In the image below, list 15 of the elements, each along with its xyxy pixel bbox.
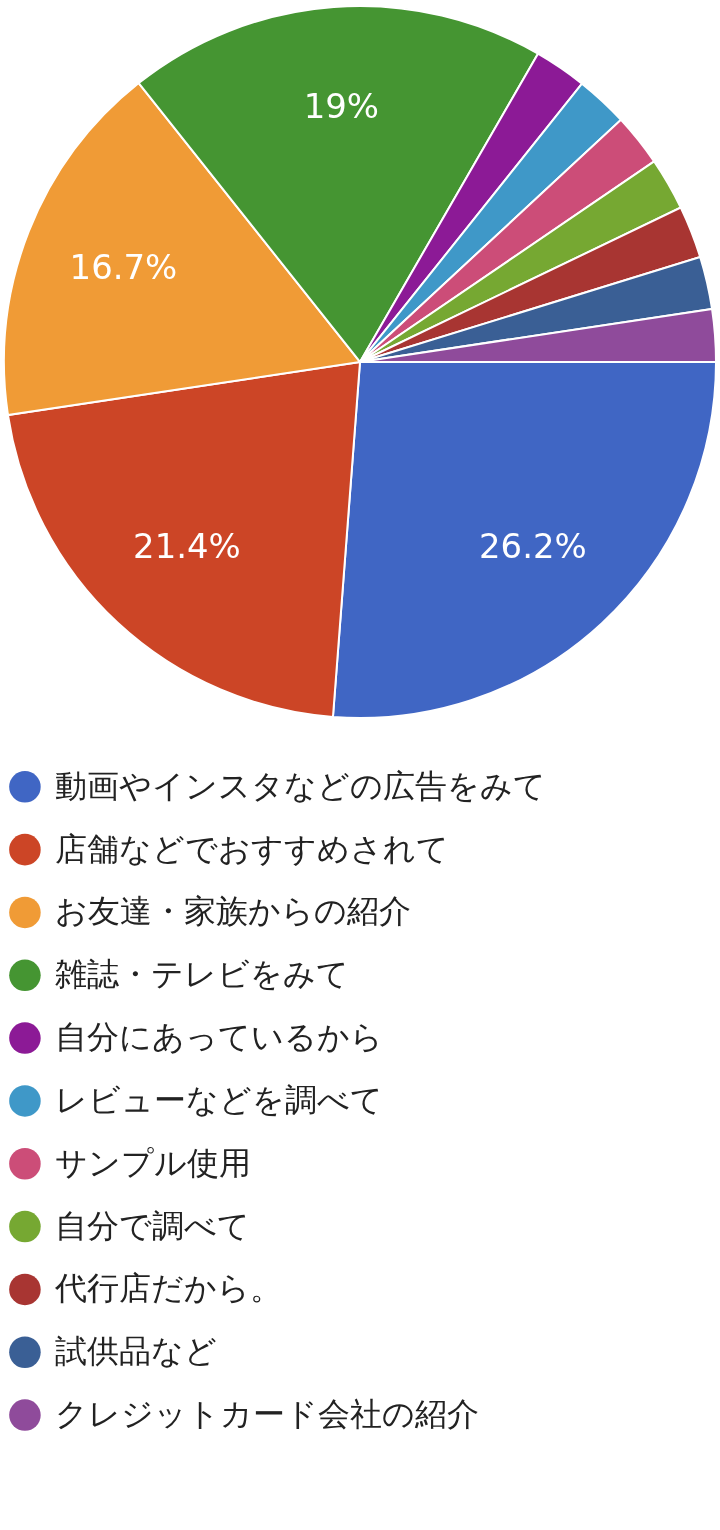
- data-label: 21.4%: [133, 527, 241, 567]
- legend-label: レビューなどを調べて: [54, 1080, 383, 1119]
- data-label: 16.7%: [69, 247, 178, 287]
- data-label: 26.2%: [479, 527, 587, 567]
- legend-label: サンプル使用: [54, 1143, 251, 1182]
- legend-label: クレジットカード会社の紹介: [54, 1395, 479, 1434]
- data-label: 19%: [303, 87, 379, 127]
- legend-label: 動画やインスタなどの広告をみて: [54, 766, 546, 805]
- legend-label: 自分で調べて: [54, 1206, 250, 1245]
- legend-label: 代行店だから。: [53, 1269, 282, 1308]
- legend-label: 店舗などでおすすめされて: [54, 829, 449, 868]
- legend-label: 自分にあっているから: [54, 1018, 383, 1057]
- legend-label: お友達・家族からの紹介: [54, 892, 411, 931]
- legend-label: 試供品など: [54, 1332, 217, 1371]
- legend-label: 雑誌・テレビをみて: [54, 955, 349, 994]
